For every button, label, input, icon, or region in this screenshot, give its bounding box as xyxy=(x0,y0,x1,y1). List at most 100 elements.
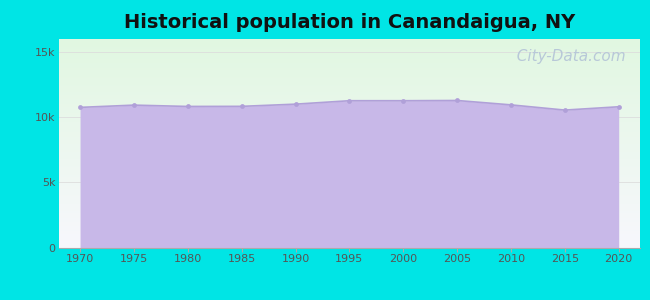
Bar xyxy=(58,185,640,186)
Bar xyxy=(58,50,640,52)
Bar xyxy=(58,94,640,95)
Bar xyxy=(58,229,640,230)
Text: City-Data.com: City-Data.com xyxy=(507,50,626,64)
Bar xyxy=(58,45,640,46)
Bar xyxy=(58,44,640,45)
Bar xyxy=(58,142,640,143)
Bar xyxy=(58,90,640,91)
Bar xyxy=(58,161,640,162)
Bar xyxy=(58,195,640,196)
Bar xyxy=(58,106,640,107)
Bar xyxy=(58,139,640,140)
Bar xyxy=(58,224,640,225)
Bar xyxy=(58,167,640,168)
Bar xyxy=(58,191,640,192)
Bar xyxy=(58,223,640,224)
Bar xyxy=(58,95,640,96)
Bar xyxy=(58,131,640,132)
Bar xyxy=(58,226,640,227)
Bar xyxy=(58,208,640,209)
Bar xyxy=(58,175,640,176)
Bar xyxy=(58,101,640,103)
Bar xyxy=(58,159,640,160)
Bar xyxy=(58,108,640,109)
Bar xyxy=(58,157,640,158)
Bar xyxy=(58,165,640,166)
Bar xyxy=(58,230,640,231)
Bar xyxy=(58,140,640,141)
Bar xyxy=(58,81,640,82)
Bar xyxy=(58,236,640,237)
Bar xyxy=(58,146,640,147)
Title: Historical population in Canandaigua, NY: Historical population in Canandaigua, NY xyxy=(124,13,575,32)
Bar xyxy=(58,221,640,223)
Bar xyxy=(58,43,640,44)
Bar xyxy=(58,200,640,201)
Point xyxy=(560,108,570,112)
Bar xyxy=(58,171,640,172)
Bar xyxy=(58,231,640,232)
Bar xyxy=(58,197,640,199)
Bar xyxy=(58,64,640,65)
Bar xyxy=(58,178,640,179)
Bar xyxy=(58,62,640,63)
Bar xyxy=(58,87,640,88)
Bar xyxy=(58,138,640,139)
Bar xyxy=(58,245,640,247)
Point xyxy=(398,98,408,103)
Bar xyxy=(58,70,640,71)
Bar xyxy=(58,215,640,216)
Point xyxy=(237,104,247,109)
Bar xyxy=(58,68,640,69)
Bar xyxy=(58,213,640,214)
Bar xyxy=(58,152,640,153)
Bar xyxy=(58,115,640,116)
Bar xyxy=(58,71,640,72)
Bar xyxy=(58,238,640,239)
Bar xyxy=(58,155,640,156)
Bar xyxy=(58,78,640,79)
Bar xyxy=(58,56,640,57)
Bar xyxy=(58,58,640,59)
Bar xyxy=(58,59,640,60)
Bar xyxy=(58,61,640,62)
Bar xyxy=(58,40,640,41)
Bar xyxy=(58,114,640,115)
Bar xyxy=(58,164,640,165)
Bar xyxy=(58,153,640,154)
Bar xyxy=(58,163,640,164)
Bar xyxy=(58,237,640,238)
Bar xyxy=(58,79,640,80)
Bar xyxy=(58,202,640,203)
Bar xyxy=(58,41,640,42)
Bar xyxy=(58,190,640,191)
Point xyxy=(506,103,516,107)
Bar xyxy=(58,117,640,118)
Bar xyxy=(58,205,640,206)
Bar xyxy=(58,176,640,177)
Point xyxy=(291,102,301,106)
Bar xyxy=(58,228,640,229)
Bar xyxy=(58,113,640,114)
Bar xyxy=(58,111,640,112)
Bar xyxy=(58,241,640,242)
Bar xyxy=(58,89,640,90)
Bar xyxy=(58,206,640,207)
Bar xyxy=(58,63,640,64)
Bar xyxy=(58,194,640,195)
Bar xyxy=(58,91,640,92)
Bar xyxy=(58,86,640,87)
Bar xyxy=(58,189,640,190)
Bar xyxy=(58,209,640,210)
Bar xyxy=(58,105,640,106)
Bar xyxy=(58,83,640,84)
Bar xyxy=(58,244,640,245)
Bar xyxy=(58,173,640,175)
Bar xyxy=(58,48,640,50)
Bar xyxy=(58,203,640,204)
Bar xyxy=(58,88,640,89)
Bar xyxy=(58,148,640,149)
Bar xyxy=(58,127,640,128)
Bar xyxy=(58,145,640,146)
Bar xyxy=(58,177,640,178)
